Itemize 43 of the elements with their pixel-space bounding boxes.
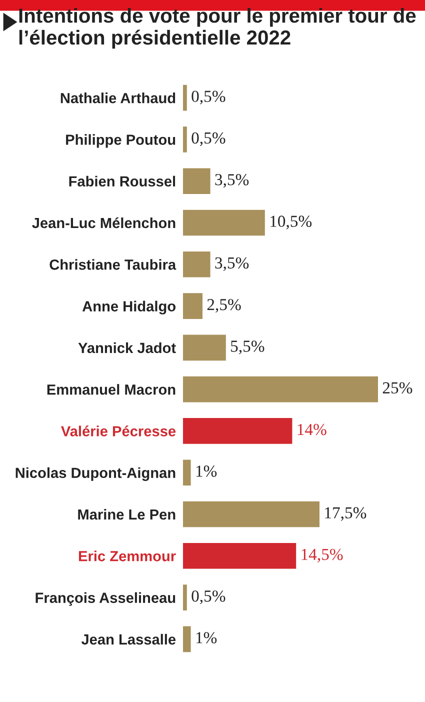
data-label: 14,5% bbox=[302, 548, 343, 562]
y-tick-label: Jean-Luc Mélenchon bbox=[32, 217, 176, 228]
y-tick-label: Anne Hidalgo bbox=[82, 300, 176, 314]
data-label: 1% bbox=[196, 632, 217, 644]
data-label: 2,5% bbox=[207, 298, 241, 313]
y-tick-label: Nathalie Arthaud bbox=[60, 92, 176, 104]
bar bbox=[183, 168, 210, 194]
bar bbox=[183, 584, 187, 610]
y-tick-label: Valérie Pécresse bbox=[61, 426, 176, 436]
y-tick-label: Marine Le Pen bbox=[78, 508, 176, 520]
bar bbox=[183, 210, 265, 236]
bar bbox=[183, 501, 320, 528]
data-label: 3,5% bbox=[215, 174, 249, 188]
y-tick-label: Yannick Jadot bbox=[78, 342, 176, 354]
data-label: 14% bbox=[298, 424, 326, 436]
bar bbox=[183, 626, 191, 652]
bar bbox=[183, 460, 191, 486]
chart-title: Intentions de vote pour le premier tour de l’élection présidentielle 2022 bbox=[19, 8, 416, 49]
y-tick-label: Emmanuel Macron bbox=[47, 384, 176, 395]
bar bbox=[183, 542, 296, 569]
bar bbox=[183, 251, 210, 278]
data-label: 10,5% bbox=[270, 216, 312, 230]
bar bbox=[183, 293, 202, 319]
y-tick-label: Jean Lassalle bbox=[81, 634, 176, 645]
data-label: 25% bbox=[382, 382, 412, 394]
y-tick-label: François Asselineau bbox=[36, 592, 176, 606]
y-tick-label: Christiane Taubira bbox=[50, 259, 176, 270]
y-tick-label: Eric Zemmour bbox=[78, 550, 176, 562]
data-label: 0,5% bbox=[192, 90, 226, 104]
data-label: 0,5% bbox=[192, 590, 226, 604]
data-label: 0,5% bbox=[192, 132, 226, 146]
bar bbox=[183, 84, 187, 111]
y-tick-label: Fabien Roussel bbox=[69, 176, 176, 187]
data-label: 3,5% bbox=[215, 257, 249, 271]
y-tick-label: Nicolas Dupont-Aignan bbox=[16, 467, 176, 481]
y-tick-label: Philippe Poutou bbox=[66, 134, 176, 148]
bar bbox=[183, 126, 187, 152]
data-label: 17,5% bbox=[325, 507, 366, 521]
data-label: 1% bbox=[196, 466, 217, 477]
bar bbox=[183, 376, 378, 402]
data-label: 5,5% bbox=[231, 340, 264, 354]
bar bbox=[183, 418, 292, 444]
bar bbox=[183, 334, 226, 361]
